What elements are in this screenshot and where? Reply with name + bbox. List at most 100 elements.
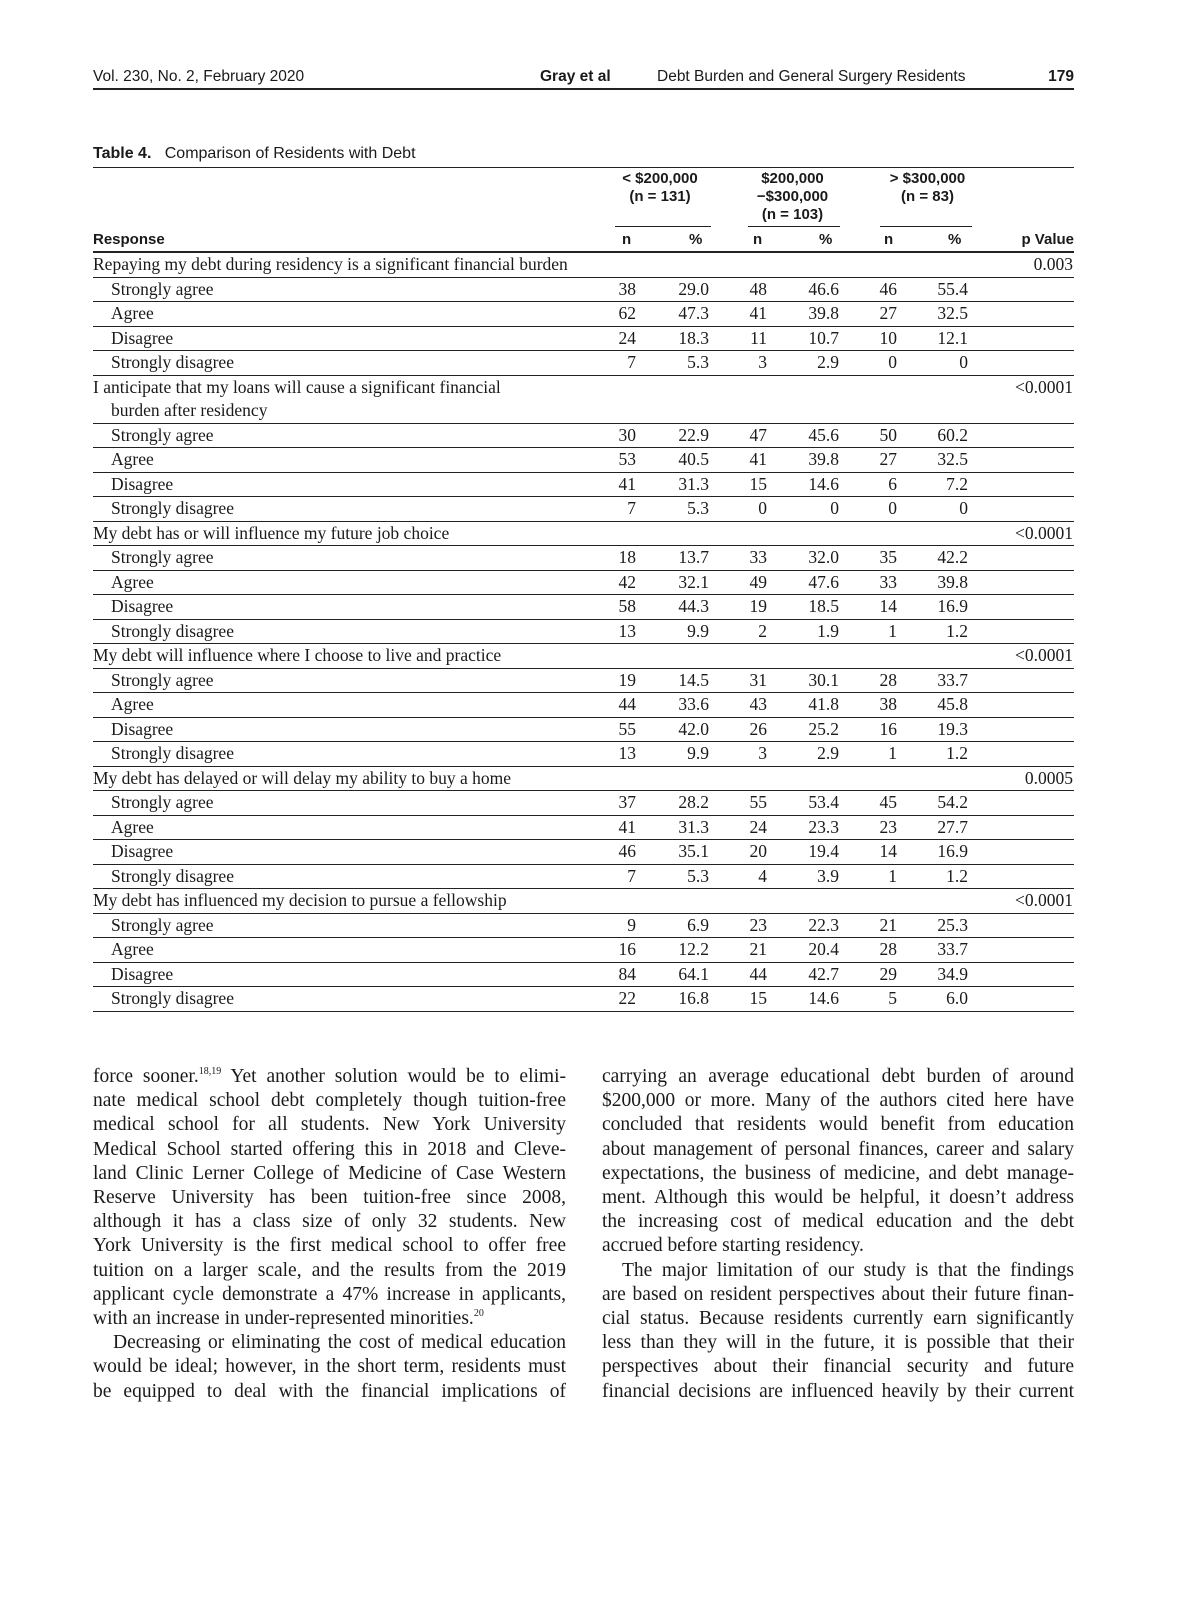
response-label: Agree xyxy=(111,694,154,714)
col-n-1: n xyxy=(622,231,632,248)
response-row: Agree 42 32.1 49 47.6 33 39.8 xyxy=(93,571,1074,595)
p-value: <0.0001 xyxy=(1015,890,1073,910)
pct-gt300k: 0 xyxy=(959,352,968,372)
n-lt200k: 53 xyxy=(618,449,637,469)
table-caption: Table 4. Comparison of Residents with De… xyxy=(93,145,1074,168)
response-row: Strongly agree 9 6.9 23 22.3 21 25.3 xyxy=(93,914,1074,938)
n-lt200k: 37 xyxy=(618,792,637,812)
n-200k-300k: 0 xyxy=(758,498,767,518)
text-line: concluded that residents would benefit f… xyxy=(602,1114,1074,1136)
text-line: the increasing cost of medical education… xyxy=(602,1211,1074,1233)
body-column-left: force sooner.18,19 Yet another solution … xyxy=(93,1065,566,1404)
text-line: medical school for all students. New Yor… xyxy=(93,1114,566,1136)
response-row: Disagree 46 35.1 20 19.4 14 16.9 xyxy=(93,840,1074,865)
n-gt300k: 29 xyxy=(879,963,898,984)
pct-200k-300k: 39.8 xyxy=(808,303,839,323)
question-text: I anticipate that my loans will cause a … xyxy=(93,376,501,397)
pct-200k-300k: 53.4 xyxy=(808,792,839,812)
col-group-1: < $200,000 (n = 131) xyxy=(600,170,720,206)
text-line: although it has a class size of only 32 … xyxy=(93,1211,566,1233)
group-line: (n = 83) xyxy=(901,188,954,205)
n-gt300k: 35 xyxy=(879,547,898,567)
n-200k-300k: 48 xyxy=(749,278,768,299)
text-line: about management of personal finances, c… xyxy=(602,1138,1074,1160)
text-line: $200,000 or more. Many of the authors ci… xyxy=(602,1090,1074,1112)
pct-lt200k: 5.3 xyxy=(687,498,709,518)
pct-lt200k: 29.0 xyxy=(678,278,709,299)
question-row: My debt will influence where I choose to… xyxy=(93,644,1074,669)
response-row: Agree 41 31.3 24 23.3 23 27.7 xyxy=(93,816,1074,840)
pct-lt200k: 40.5 xyxy=(678,449,709,469)
citation: 18,19 xyxy=(198,1066,222,1077)
response-label: Disagree xyxy=(111,718,174,739)
n-200k-300k: 41 xyxy=(749,303,768,323)
text-line: accrued before starting residency. xyxy=(602,1235,864,1257)
n-200k-300k: 24 xyxy=(749,816,768,837)
n-lt200k: 55 xyxy=(618,718,637,739)
pct-lt200k: 33.6 xyxy=(678,694,709,714)
pct-200k-300k: 41.8 xyxy=(808,694,839,714)
response-label: Strongly agree xyxy=(111,278,214,299)
text-line: The major limitation of our study is tha… xyxy=(622,1259,1074,1281)
question-text: Repaying my debt during residency is a s… xyxy=(93,254,568,274)
n-lt200k: 22 xyxy=(618,988,637,1008)
n-gt300k: 6 xyxy=(888,473,897,494)
pct-200k-300k: 46.6 xyxy=(808,278,839,299)
pct-gt300k: 33.7 xyxy=(937,939,968,959)
col-group-2: $200,000 −$300,000 (n = 103) xyxy=(735,170,850,224)
response-label: Strongly disagree xyxy=(111,988,234,1008)
col-n-2: n xyxy=(753,231,763,248)
response-label: Disagree xyxy=(111,327,174,348)
group-rule xyxy=(615,226,711,227)
n-200k-300k: 41 xyxy=(749,449,768,469)
pct-gt300k: 32.5 xyxy=(937,449,968,469)
question-row: I anticipate that my loans will cause a … xyxy=(93,376,1074,424)
pct-gt300k: 1.2 xyxy=(946,865,968,886)
pct-200k-300k: 30.1 xyxy=(808,669,839,690)
response-row: Strongly disagree 22 16.8 15 14.6 5 6.0 xyxy=(93,987,1074,1012)
pct-lt200k: 18.3 xyxy=(678,327,709,348)
n-gt300k: 21 xyxy=(879,914,898,935)
response-row: Agree 53 40.5 41 39.8 27 32.5 xyxy=(93,448,1074,473)
pct-gt300k: 16.9 xyxy=(937,841,968,861)
question-row: Repaying my debt during residency is a s… xyxy=(93,253,1074,278)
response-row: Strongly agree 18 13.7 33 32.0 35 42.2 xyxy=(93,546,1074,571)
paragraph: carrying an average educational debt bur… xyxy=(602,1065,1074,1259)
group-rule xyxy=(880,226,972,227)
response-label: Disagree xyxy=(111,963,174,984)
response-label: Agree xyxy=(111,303,154,323)
n-lt200k: 9 xyxy=(627,914,636,935)
text-line: Reserve University has been tuition-free… xyxy=(93,1187,566,1209)
pct-gt300k: 60.2 xyxy=(937,424,968,445)
text-line: York University is the first medical sch… xyxy=(93,1235,566,1257)
n-gt300k: 14 xyxy=(879,596,898,616)
question-row: My debt has delayed or will delay my abi… xyxy=(93,767,1074,791)
pct-lt200k: 35.1 xyxy=(678,841,709,861)
text-line: financial decisions are influenced heavi… xyxy=(602,1380,1074,1402)
response-label: Strongly disagree xyxy=(111,498,234,518)
pct-200k-300k: 0 xyxy=(830,498,839,518)
group-rule xyxy=(748,226,840,227)
text-line: nate medical school debt completely thou… xyxy=(93,1090,566,1112)
response-row: Strongly disagree 13 9.9 2 1.9 1 1.2 xyxy=(93,620,1074,644)
n-gt300k: 46 xyxy=(879,278,898,299)
response-label: Strongly disagree xyxy=(111,865,234,886)
text-line: applicant cycle demonstrate a 47% increa… xyxy=(93,1283,566,1305)
n-gt300k: 27 xyxy=(879,303,898,323)
response-row: Strongly disagree 7 5.3 4 3.9 1 1.2 xyxy=(93,865,1074,889)
col-n-3: n xyxy=(884,231,894,248)
table-title: Comparison of Residents with Debt xyxy=(164,145,416,162)
response-label: Strongly disagree xyxy=(111,352,234,372)
col-response: Response xyxy=(93,231,165,248)
pct-gt300k: 55.4 xyxy=(937,278,968,299)
response-row: Disagree 58 44.3 19 18.5 14 16.9 xyxy=(93,595,1074,620)
n-gt300k: 16 xyxy=(879,718,898,739)
pct-gt300k: 6.0 xyxy=(946,988,968,1008)
n-gt300k: 0 xyxy=(888,498,897,518)
response-label: Strongly agree xyxy=(111,669,214,690)
table-body: Repaying my debt during residency is a s… xyxy=(93,253,1074,1012)
response-label: Strongly agree xyxy=(111,424,214,445)
p-value: <0.0001 xyxy=(1015,376,1073,397)
p-value: <0.0001 xyxy=(1015,522,1073,543)
n-lt200k: 18 xyxy=(618,547,637,567)
